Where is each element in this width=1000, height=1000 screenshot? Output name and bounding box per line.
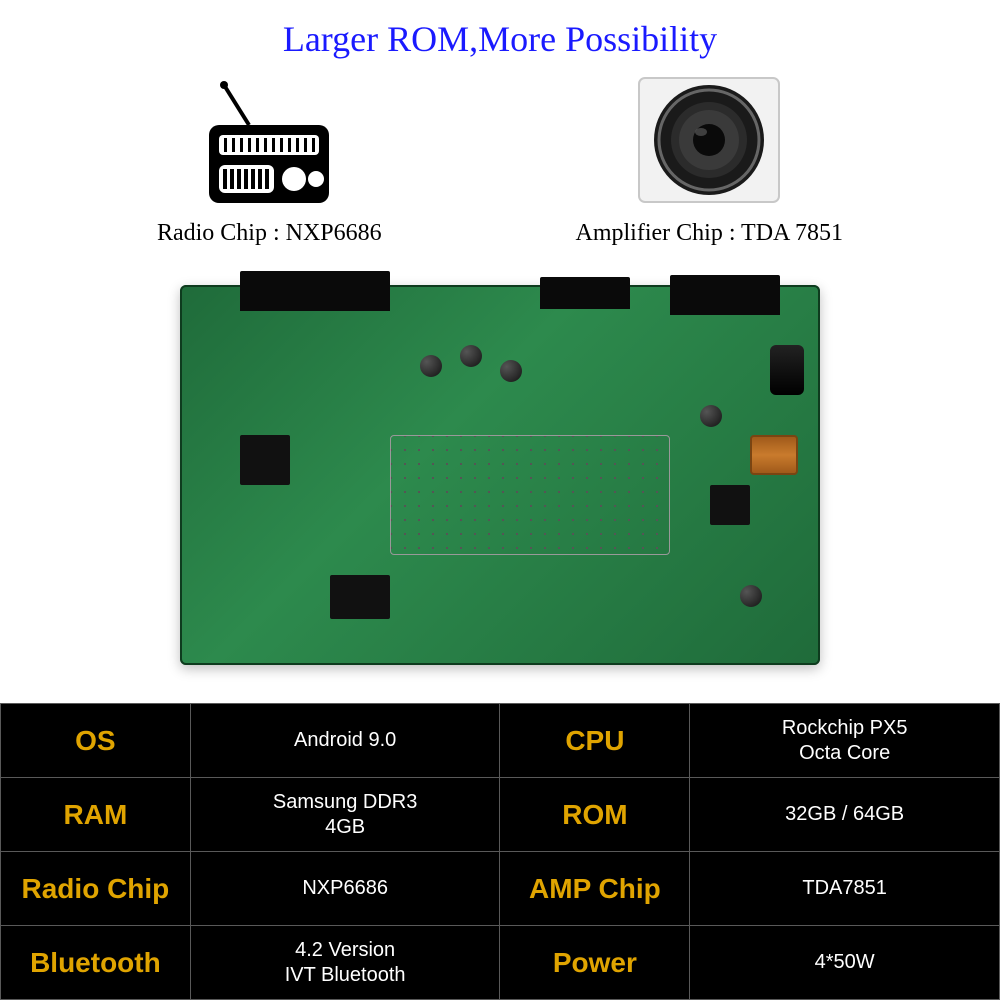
spec-key: CPU bbox=[500, 704, 690, 778]
speaker-icon bbox=[629, 70, 789, 210]
spec-key: ROM bbox=[500, 778, 690, 852]
spec-key: Bluetooth bbox=[1, 926, 191, 1000]
spec-key: OS bbox=[1, 704, 191, 778]
amp-chip-label: Amplifier Chip : TDA 7851 bbox=[576, 220, 844, 247]
table-row: Radio Chip NXP6686 AMP Chip TDA7851 bbox=[1, 852, 1000, 926]
table-row: OS Android 9.0 CPU Rockchip PX5Octa Core bbox=[1, 704, 1000, 778]
spec-key: RAM bbox=[1, 778, 191, 852]
table-row: RAM Samsung DDR34GB ROM 32GB / 64GB bbox=[1, 778, 1000, 852]
amp-chip-block: Amplifier Chip : TDA 7851 bbox=[576, 70, 844, 247]
headline: Larger ROM,More Possibility bbox=[0, 0, 1000, 60]
radio-chip-block: Radio Chip : NXP6686 bbox=[157, 80, 382, 247]
spec-val: Rockchip PX5Octa Core bbox=[690, 704, 1000, 778]
radio-chip-label: Radio Chip : NXP6686 bbox=[157, 220, 382, 247]
circuit-board-image bbox=[180, 285, 820, 665]
board-area bbox=[0, 247, 1000, 703]
specs-table: OS Android 9.0 CPU Rockchip PX5Octa Core… bbox=[0, 703, 1000, 1000]
page: Larger ROM,More Possibility bbox=[0, 0, 1000, 1000]
spec-val: 32GB / 64GB bbox=[690, 778, 1000, 852]
spec-val: 4*50W bbox=[690, 926, 1000, 1000]
table-row: Bluetooth 4.2 VersionIVT Bluetooth Power… bbox=[1, 926, 1000, 1000]
spec-key: Radio Chip bbox=[1, 852, 191, 926]
spec-key: Power bbox=[500, 926, 690, 1000]
spec-val: TDA7851 bbox=[690, 852, 1000, 926]
radio-icon bbox=[194, 80, 344, 210]
spec-val: NXP6686 bbox=[190, 852, 500, 926]
spec-key: AMP Chip bbox=[500, 852, 690, 926]
specs-tbody: OS Android 9.0 CPU Rockchip PX5Octa Core… bbox=[1, 704, 1000, 1000]
top-row: Radio Chip : NXP6686 Amplifier Chip : TD… bbox=[0, 60, 1000, 247]
spec-val: 4.2 VersionIVT Bluetooth bbox=[190, 926, 500, 1000]
spec-val: Samsung DDR34GB bbox=[190, 778, 500, 852]
spec-val: Android 9.0 bbox=[190, 704, 500, 778]
